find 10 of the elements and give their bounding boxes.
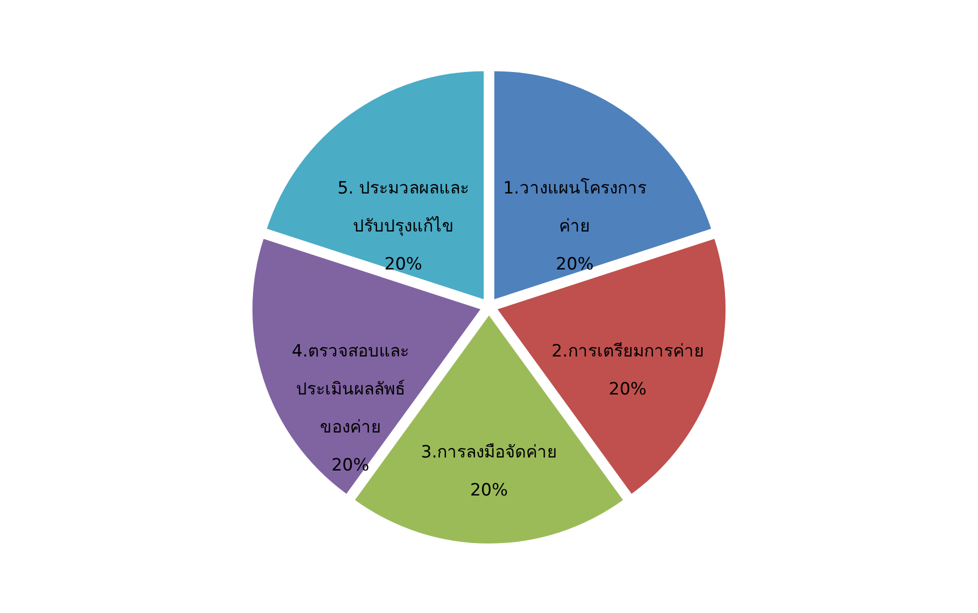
slice-label: 4.ตรวจสอบและ ประเมินผลลัพธ์ ของค่าย: [292, 342, 409, 438]
slice-label: 5. ประมวลผลและ ปรับปรุงแก้ไข: [337, 178, 470, 237]
data-label: 20%: [331, 456, 370, 476]
slice-label: 3.การลงมือจัดค่าย: [420, 442, 558, 462]
data-label: 20%: [608, 380, 647, 400]
slice-label: 1.วางแผนโครงการ ค่าย: [503, 178, 646, 237]
data-label: 20%: [556, 254, 594, 275]
data-label: 20%: [384, 254, 422, 275]
slice-label: 2.การเตรียมการค่าย: [552, 342, 704, 362]
data-label: 20%: [470, 480, 508, 500]
